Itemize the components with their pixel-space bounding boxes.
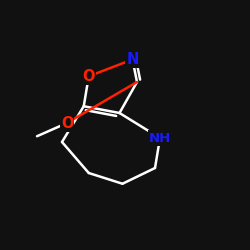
Text: O: O (82, 69, 95, 84)
Text: N: N (126, 52, 139, 67)
Text: O: O (61, 116, 73, 130)
Text: NH: NH (149, 132, 171, 144)
